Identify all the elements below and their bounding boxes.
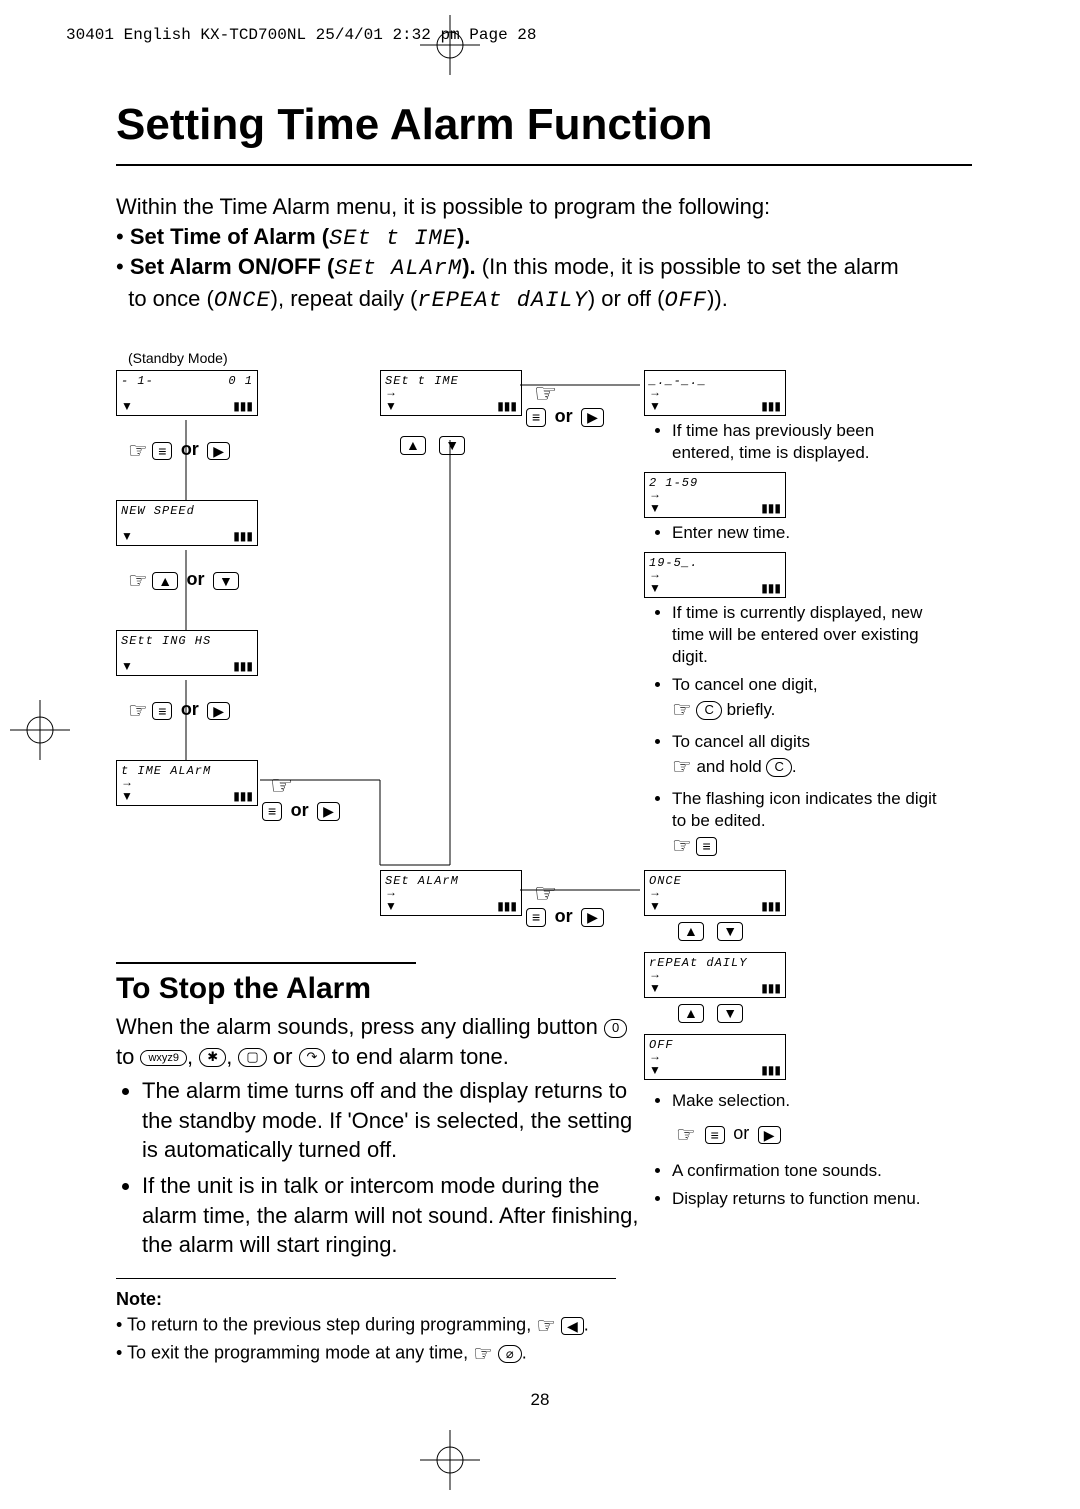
down-icon: ▼ xyxy=(717,922,743,941)
crop-mark-left xyxy=(0,680,80,780)
display-off: OFF →▼▮▮▮ xyxy=(644,1034,786,1080)
hand-icon: ☞ xyxy=(270,770,293,801)
flow-mid-2b: ≡ or ▶ xyxy=(526,906,604,927)
bullet-1: • Set Time of Alarm (SEt t IME). xyxy=(116,222,972,254)
square-button: ▢ xyxy=(238,1048,266,1067)
note-line-2: • To exit the programming mode at any ti… xyxy=(116,1338,836,1370)
display-repeat: rEPEAt dAILY →▼▮▮▮ xyxy=(644,952,786,998)
hand-icon: ☞ xyxy=(672,832,692,861)
hand-icon: ☞ xyxy=(672,696,692,725)
crop-mark-bottom xyxy=(400,1420,500,1500)
up-icon: ▲ xyxy=(400,436,426,455)
menu-icon: ≡ xyxy=(696,837,716,856)
c-button: C xyxy=(696,701,721,720)
menu-icon: ≡ xyxy=(526,908,546,927)
menu-icon: ≡ xyxy=(526,408,546,427)
note-make-selection: Make selection. xyxy=(658,1090,932,1118)
note-confirm-block: A confirmation tone sounds. Display retu… xyxy=(658,1160,932,1216)
note-divider xyxy=(116,1278,616,1279)
right-icon: ▶ xyxy=(581,908,604,927)
hand-icon: ☞ xyxy=(676,1122,696,1148)
down-icon: ▼ xyxy=(717,1004,743,1023)
flow-updown-2: ▲ ▼ xyxy=(678,1004,743,1023)
flow-mid-1: ☞ xyxy=(534,378,557,409)
menu-icon: ≡ xyxy=(152,442,172,461)
heading-divider xyxy=(116,164,972,166)
c-button: C xyxy=(766,758,791,777)
wxyz9-button: wxyz9 xyxy=(140,1050,187,1066)
intro-text: Within the Time Alarm menu, it is possib… xyxy=(116,192,972,222)
page-title: Setting Time Alarm Function xyxy=(116,100,713,150)
note-prev-entered: If time has previously been entered, tim… xyxy=(658,420,932,470)
display-1955: 19-5_. →▼▮▮▮ xyxy=(644,552,786,598)
right-icon: ▶ xyxy=(317,802,340,821)
hand-icon: ☞ xyxy=(128,568,148,594)
flow-mid-2: ☞ xyxy=(534,878,557,909)
display-sett-ing-hs: SEtt ING HS ▼▮▮▮ xyxy=(116,630,258,676)
flow-step-2: ☞ ▲ or ▼ xyxy=(128,568,239,594)
down-icon: ▼ xyxy=(213,572,239,591)
menu-icon: ≡ xyxy=(705,1126,725,1145)
bullet-2: • Set Alarm ON/OFF (SEt ALArM). (In this… xyxy=(116,252,972,315)
up-icon: ▲ xyxy=(678,1004,704,1023)
down-icon: ▼ xyxy=(439,436,465,455)
flow-step-4b: ≡ or ▶ xyxy=(262,800,340,821)
standby-mode-label: (Standby Mode) xyxy=(128,350,228,366)
zero-button: 0 xyxy=(604,1019,627,1038)
display-standby: - 1- 0 1 ▼▮▮▮ xyxy=(116,370,258,416)
up-icon: ▲ xyxy=(152,572,178,591)
hand-icon: ☞ xyxy=(473,1338,493,1370)
crop-mark-top xyxy=(400,5,500,85)
flow-step-1: ☞ ≡ or ▶ xyxy=(128,438,230,464)
flow-step-4: ☞ xyxy=(270,770,293,801)
right-icon: ▶ xyxy=(207,442,230,461)
stop-alarm-bullets: The alarm time turns off and the display… xyxy=(128,1076,650,1266)
display-time-alarm: t IME ALArM →▼▮▮▮ xyxy=(116,760,258,806)
hand-icon: ☞ xyxy=(534,378,557,409)
menu-icon: ≡ xyxy=(262,802,282,821)
right-icon: ▶ xyxy=(207,702,230,721)
left-icon: ◀ xyxy=(561,1317,584,1336)
note-label: Note: xyxy=(116,1286,162,1312)
flow-step-3: ☞ ≡ or ▶ xyxy=(128,698,230,724)
flow-mid-1b: ≡ or ▶ xyxy=(526,406,604,427)
hand-icon: ☞ xyxy=(672,753,692,782)
talk-button: ↷ xyxy=(299,1048,326,1067)
hand-icon: ☞ xyxy=(128,698,148,724)
menu-icon: ≡ xyxy=(152,702,172,721)
up-icon: ▲ xyxy=(678,922,704,941)
display-set-alarm: SEt ALArM →▼▮▮▮ xyxy=(380,870,522,916)
display-2159: 2 1-59 →▼▮▮▮ xyxy=(644,472,786,518)
star-button: ✱ xyxy=(199,1048,226,1067)
note-enter-new: Enter new time. xyxy=(658,522,932,550)
display-new-speed: NEW SPEEd ▼▮▮▮ xyxy=(116,500,258,546)
right-icon: ▶ xyxy=(581,408,604,427)
hand-icon: ☞ xyxy=(534,878,557,909)
stop-alarm-heading: To Stop the Alarm xyxy=(116,962,416,1006)
flow-mid-updown: ▲ ▼ xyxy=(400,436,465,455)
note-right-block: If time is currently displayed, new time… xyxy=(658,602,952,866)
display-once: ONCE →▼▮▮▮ xyxy=(644,870,786,916)
right-icon: ▶ xyxy=(758,1126,781,1145)
power-button: ⌀ xyxy=(498,1345,522,1364)
flow-updown-1: ▲ ▼ xyxy=(678,922,743,941)
display-set-time: SEt t IME →▼▮▮▮ xyxy=(380,370,522,416)
display-blank-time: _._-_._ →▼▮▮▮ xyxy=(644,370,786,416)
flow-select-confirm: ☞ ≡ or ▶ xyxy=(676,1122,781,1148)
stop-alarm-text: When the alarm sounds, press any diallin… xyxy=(116,1012,636,1071)
page-number: 28 xyxy=(0,1390,1080,1410)
hand-icon: ☞ xyxy=(128,438,148,464)
